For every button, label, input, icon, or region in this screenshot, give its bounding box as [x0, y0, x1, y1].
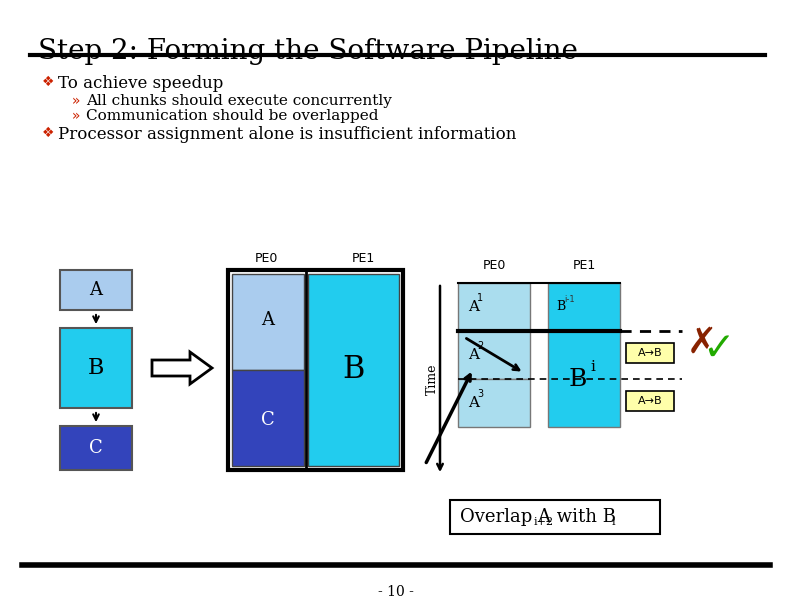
Bar [458, 379, 530, 427]
Bar [308, 274, 399, 466]
Text: A: A [261, 311, 275, 329]
Text: - 10 -: - 10 - [378, 585, 414, 599]
Text: Communication should be overlapped: Communication should be overlapped [86, 109, 379, 123]
Text: B: B [556, 300, 565, 313]
Text: 1: 1 [477, 293, 483, 303]
Bar [458, 331, 530, 379]
Text: ❖: ❖ [42, 126, 55, 140]
Text: ✓: ✓ [702, 330, 734, 368]
Text: A: A [468, 348, 479, 362]
Bar [60, 328, 132, 408]
Text: Step 2: Forming the Software Pipeline: Step 2: Forming the Software Pipeline [38, 38, 578, 65]
Bar [60, 270, 132, 310]
Text: A→B: A→B [638, 348, 662, 358]
Text: A: A [468, 300, 479, 314]
Text: i-1: i-1 [564, 295, 575, 304]
Text: i: i [590, 360, 595, 374]
Bar [60, 426, 132, 470]
Bar [626, 343, 674, 363]
Text: A: A [468, 396, 479, 410]
Bar [626, 391, 674, 411]
Text: ❖: ❖ [42, 75, 55, 89]
Text: PE0: PE0 [482, 259, 505, 272]
Text: PE1: PE1 [573, 259, 596, 272]
Bar [450, 500, 660, 534]
Text: A→B: A→B [638, 396, 662, 406]
Text: PE1: PE1 [352, 252, 375, 265]
Polygon shape [152, 352, 212, 384]
Bar [232, 370, 304, 466]
Text: ✗: ✗ [687, 326, 717, 360]
Text: with B: with B [551, 508, 616, 526]
Bar [458, 283, 530, 331]
Text: Time: Time [425, 364, 439, 395]
Bar [228, 270, 403, 470]
Text: »: » [72, 94, 81, 108]
Text: Processor assignment alone is insufficient information: Processor assignment alone is insufficie… [58, 126, 516, 143]
Text: i+2: i+2 [534, 517, 554, 527]
Text: B: B [342, 354, 364, 386]
Text: »: » [72, 109, 81, 123]
Bar [232, 274, 304, 370]
Text: B: B [88, 357, 105, 379]
Text: To achieve speedup: To achieve speedup [58, 75, 223, 92]
Text: 3: 3 [477, 389, 483, 399]
Bar [548, 331, 620, 427]
Text: PE0: PE0 [254, 252, 278, 265]
Bar [548, 283, 620, 331]
Text: C: C [89, 439, 103, 457]
Text: Overlap A: Overlap A [460, 508, 551, 526]
Text: 2: 2 [477, 341, 483, 351]
Text: C: C [261, 411, 275, 429]
Text: i: i [612, 517, 615, 527]
Text: B: B [569, 367, 587, 390]
Text: A: A [89, 281, 102, 299]
Text: All chunks should execute concurrently: All chunks should execute concurrently [86, 94, 392, 108]
